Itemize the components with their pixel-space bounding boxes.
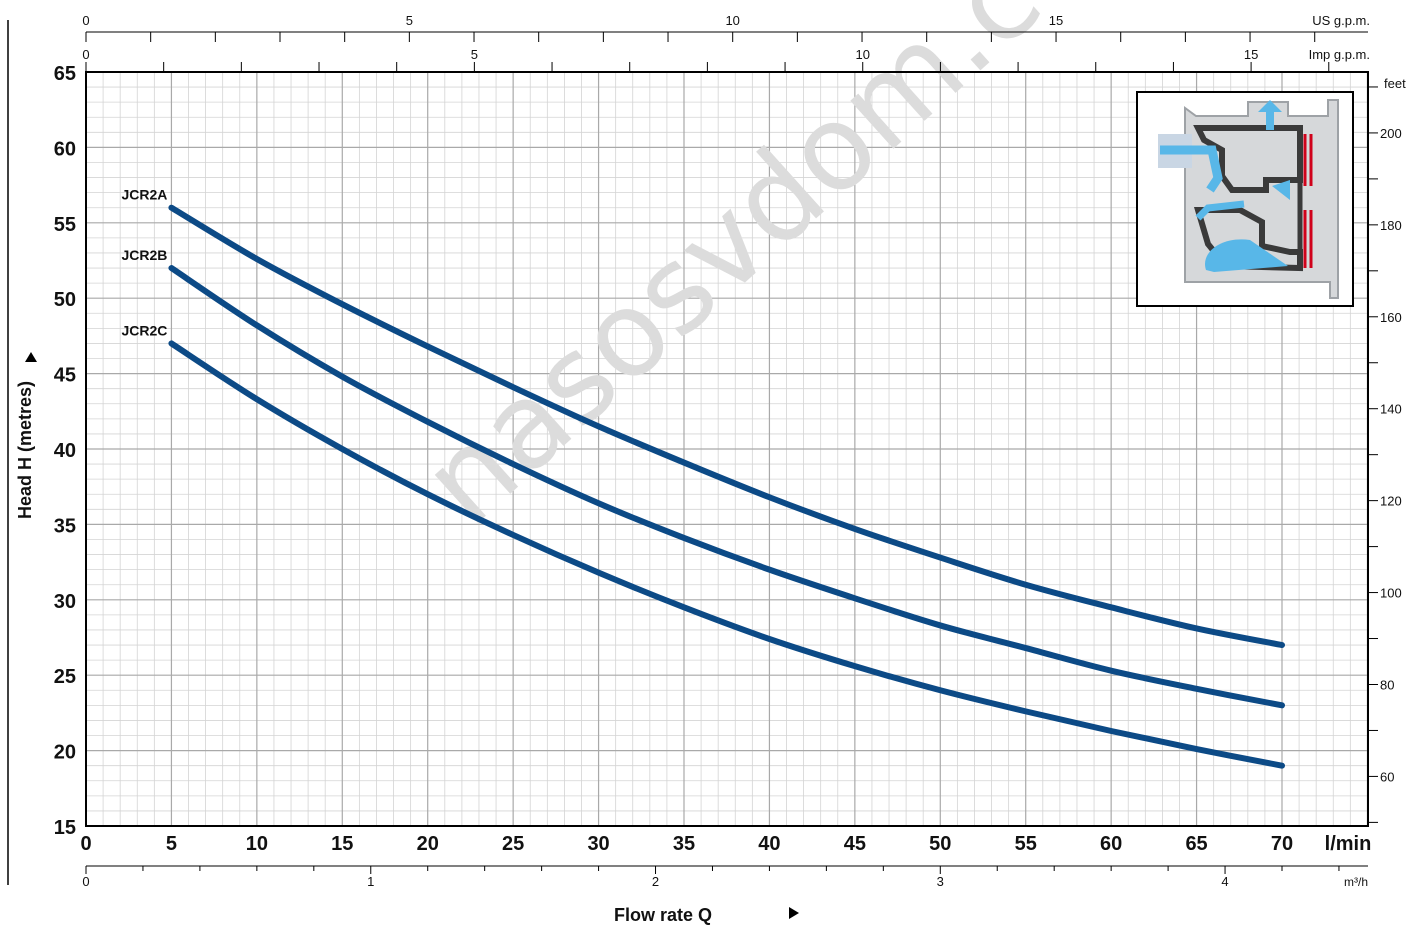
- y-tick-label: 30: [54, 591, 76, 613]
- x-tick-label: 20: [417, 833, 439, 855]
- y-axis-arrow-icon: [25, 352, 37, 362]
- y-tick-label: 40: [54, 440, 76, 462]
- imp-gpm-tick-label: 10: [855, 47, 869, 62]
- x-tick-label: 70: [1271, 833, 1293, 855]
- m3h-tick-label: 2: [652, 874, 659, 889]
- x-tick-label: 0: [80, 833, 91, 855]
- curve-jcr2c: [168, 340, 1285, 769]
- curve-jcr2b: [168, 265, 1285, 709]
- imp-gpm-unit-label: Imp g.p.m.: [1309, 47, 1370, 62]
- us-gpm-unit-label: US g.p.m.: [1312, 13, 1370, 28]
- m3h-tick-label: 3: [937, 874, 944, 889]
- feet-tick-label: 100: [1380, 586, 1402, 601]
- feet-tick-label: 200: [1380, 126, 1402, 141]
- head-feet-axis: 60 80 100 120 140 160 180 200 feet: [1368, 76, 1406, 823]
- imp-gpm-tick-label: 5: [471, 47, 478, 62]
- y-tick-label: 45: [54, 365, 76, 387]
- flow-imp-gpm-axis: 0 5 10 15 Imp g.p.m.: [82, 47, 1370, 72]
- feet-unit-label: feet: [1384, 76, 1406, 91]
- us-gpm-tick-label: 10: [725, 13, 739, 28]
- feet-tick-label: 140: [1380, 402, 1402, 417]
- x-tick-label: 10: [246, 833, 268, 855]
- curve-label-jcr2b: JCR2B: [122, 247, 168, 263]
- us-gpm-tick-label: 15: [1049, 13, 1063, 28]
- feet-tick-label: 180: [1380, 218, 1402, 233]
- imp-gpm-tick-label: 0: [82, 47, 89, 62]
- flow-m3h-axis: 0 1 2 3 4 m³/h: [82, 865, 1368, 889]
- y-axis-title: Head H (metres): [15, 381, 35, 519]
- curve-jcr2a: [168, 204, 1285, 649]
- us-gpm-tick-label: 0: [82, 13, 89, 28]
- m3h-tick-label: 0: [82, 874, 89, 889]
- x-axis-arrow-icon: [789, 907, 799, 919]
- m3h-tick-label: 1: [367, 874, 374, 889]
- y-tick-label: 50: [54, 289, 76, 311]
- x-tick-label: 60: [1100, 833, 1122, 855]
- x-tick-label: 25: [502, 833, 524, 855]
- y-tick-label: 20: [54, 742, 76, 764]
- curve-label-jcr2a: JCR2A: [122, 187, 168, 203]
- feet-tick-label: 160: [1380, 310, 1402, 325]
- plot-frame: [85, 71, 1369, 827]
- us-gpm-tick-label: 5: [406, 13, 413, 28]
- y-tick-label: 35: [54, 515, 76, 537]
- pump-cross-section-icon: [1136, 91, 1354, 307]
- feet-tick-label: 60: [1380, 769, 1394, 784]
- major-grid: [86, 72, 1369, 826]
- imp-gpm-tick-label: 15: [1244, 47, 1258, 62]
- x-tick-label: 35: [673, 833, 695, 855]
- x-tick-label: 50: [929, 833, 951, 855]
- y-tick-label: 55: [54, 214, 76, 236]
- x-tick-label: 40: [758, 833, 780, 855]
- flow-us-gpm-axis: 0 5 10 15 US g.p.m.: [82, 13, 1370, 42]
- y-tick-label: 15: [54, 817, 76, 839]
- x-tick-label: 15: [331, 833, 353, 855]
- performance-curves: [168, 204, 1285, 769]
- curve-labels: JCR2A JCR2B JCR2C: [122, 187, 168, 339]
- x-tick-label: 5: [166, 833, 177, 855]
- y-tick-label: 65: [54, 63, 76, 85]
- x-tick-label: 45: [844, 833, 866, 855]
- curve-label-jcr2c: JCR2C: [122, 322, 168, 338]
- x-tick-label: 65: [1185, 833, 1207, 855]
- x-axis-title: Flow rate Q: [614, 905, 712, 925]
- y-tick-label: 25: [54, 666, 76, 688]
- feet-tick-label: 120: [1380, 494, 1402, 509]
- y-tick-label: 60: [54, 138, 76, 160]
- x-tick-label: 30: [587, 833, 609, 855]
- m3h-tick-label: 4: [1221, 874, 1228, 889]
- x-unit-label: l/min: [1325, 833, 1372, 855]
- head-metres-axis: 15 20 25 30 35 40 45 50 55 60 65 Head H (metres): [7, 20, 76, 885]
- m3h-unit-label: m³/h: [1344, 875, 1368, 889]
- feet-tick-label: 80: [1380, 677, 1394, 692]
- x-tick-label: 55: [1015, 833, 1037, 855]
